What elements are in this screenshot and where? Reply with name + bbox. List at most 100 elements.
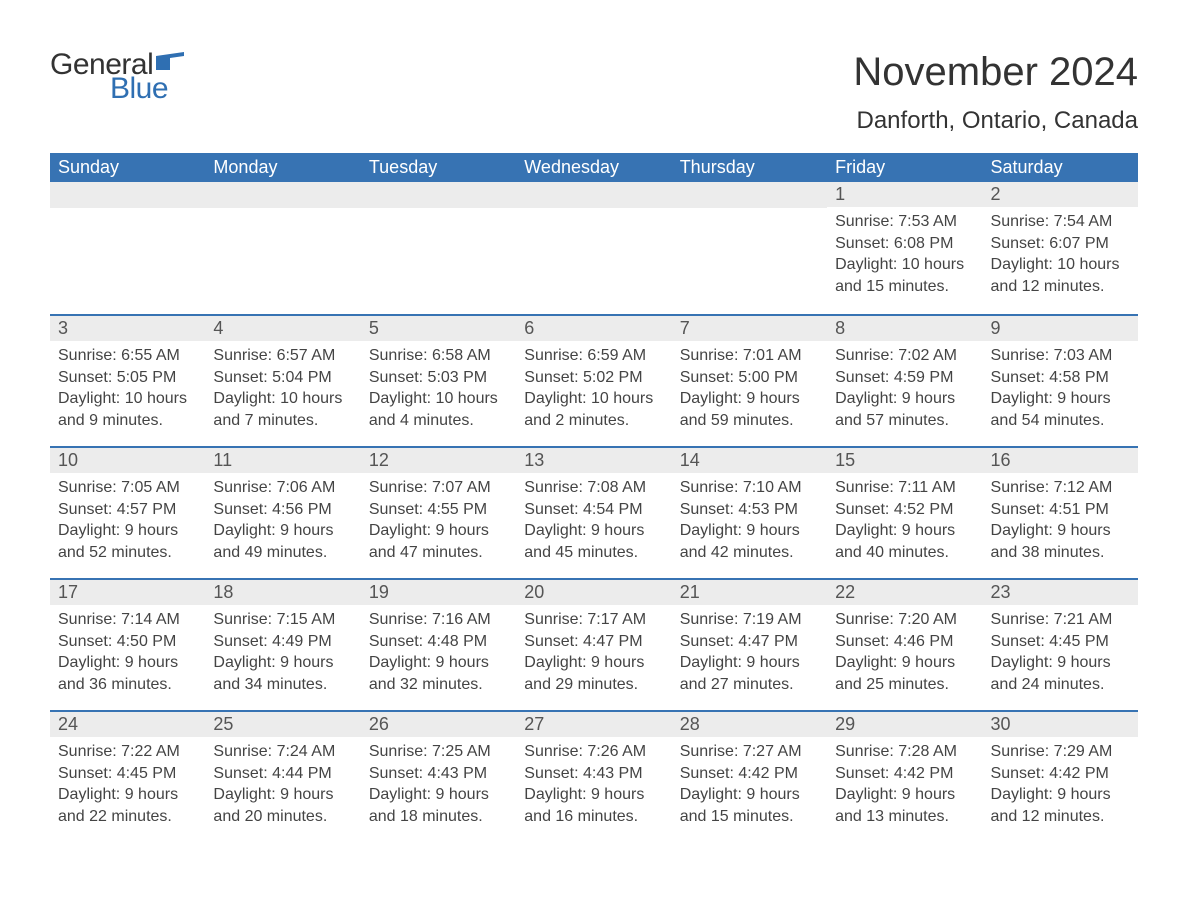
sunrise-text: Sunrise: 7:22 AM: [58, 741, 197, 763]
daylight-text: Daylight: 9 hours and 42 minutes.: [680, 520, 819, 563]
day-details: Sunrise: 6:55 AMSunset: 5:05 PMDaylight:…: [50, 341, 205, 431]
calendar-week-row: 10Sunrise: 7:05 AMSunset: 4:57 PMDayligh…: [50, 446, 1138, 578]
sunset-text: Sunset: 5:02 PM: [524, 367, 663, 389]
daylight-text: Daylight: 9 hours and 13 minutes.: [835, 784, 974, 827]
daylight-text: Daylight: 9 hours and 47 minutes.: [369, 520, 508, 563]
day-number: 29: [827, 710, 982, 737]
day-number: 12: [361, 446, 516, 473]
sunset-text: Sunset: 4:49 PM: [213, 631, 352, 653]
calendar-cell: 19Sunrise: 7:16 AMSunset: 4:48 PMDayligh…: [361, 578, 516, 710]
sunrise-text: Sunrise: 7:02 AM: [835, 345, 974, 367]
sunset-text: Sunset: 5:05 PM: [58, 367, 197, 389]
day-number: 11: [205, 446, 360, 473]
calendar-week-row: 17Sunrise: 7:14 AMSunset: 4:50 PMDayligh…: [50, 578, 1138, 710]
sunrise-text: Sunrise: 7:12 AM: [991, 477, 1130, 499]
day-details: Sunrise: 7:06 AMSunset: 4:56 PMDaylight:…: [205, 473, 360, 563]
calendar-cell: 5Sunrise: 6:58 AMSunset: 5:03 PMDaylight…: [361, 314, 516, 446]
sunset-text: Sunset: 4:42 PM: [835, 763, 974, 785]
day-number: 27: [516, 710, 671, 737]
daylight-text: Daylight: 9 hours and 29 minutes.: [524, 652, 663, 695]
day-details: Sunrise: 7:29 AMSunset: 4:42 PMDaylight:…: [983, 737, 1138, 827]
sunrise-text: Sunrise: 7:16 AM: [369, 609, 508, 631]
day-number: 13: [516, 446, 671, 473]
day-number: 4: [205, 314, 360, 341]
sunset-text: Sunset: 4:52 PM: [835, 499, 974, 521]
calendar-week-row: 3Sunrise: 6:55 AMSunset: 5:05 PMDaylight…: [50, 314, 1138, 446]
calendar-week-row: 24Sunrise: 7:22 AMSunset: 4:45 PMDayligh…: [50, 710, 1138, 842]
month-title: November 2024: [853, 50, 1138, 95]
day-number: 22: [827, 578, 982, 605]
day-details: Sunrise: 7:14 AMSunset: 4:50 PMDaylight:…: [50, 605, 205, 695]
calendar-cell: 1Sunrise: 7:53 AMSunset: 6:08 PMDaylight…: [827, 182, 982, 314]
sunset-text: Sunset: 5:04 PM: [213, 367, 352, 389]
day-details: Sunrise: 6:58 AMSunset: 5:03 PMDaylight:…: [361, 341, 516, 431]
calendar-cell: 13Sunrise: 7:08 AMSunset: 4:54 PMDayligh…: [516, 446, 671, 578]
day-number: 17: [50, 578, 205, 605]
calendar-cell: 18Sunrise: 7:15 AMSunset: 4:49 PMDayligh…: [205, 578, 360, 710]
sunrise-text: Sunrise: 7:15 AM: [213, 609, 352, 631]
day-number: 9: [983, 314, 1138, 341]
day-number: 6: [516, 314, 671, 341]
daylight-text: Daylight: 9 hours and 32 minutes.: [369, 652, 508, 695]
day-details: Sunrise: 7:21 AMSunset: 4:45 PMDaylight:…: [983, 605, 1138, 695]
sunrise-text: Sunrise: 7:28 AM: [835, 741, 974, 763]
sunset-text: Sunset: 4:43 PM: [369, 763, 508, 785]
sunrise-text: Sunrise: 7:21 AM: [991, 609, 1130, 631]
logo: General Blue: [50, 50, 184, 104]
empty-day: [50, 182, 205, 208]
weekday-header: Thursday: [672, 153, 827, 182]
sunset-text: Sunset: 4:50 PM: [58, 631, 197, 653]
day-details: Sunrise: 7:12 AMSunset: 4:51 PMDaylight:…: [983, 473, 1138, 563]
sunrise-text: Sunrise: 7:07 AM: [369, 477, 508, 499]
day-details: Sunrise: 7:16 AMSunset: 4:48 PMDaylight:…: [361, 605, 516, 695]
empty-day: [516, 182, 671, 208]
sunset-text: Sunset: 6:07 PM: [991, 233, 1130, 255]
daylight-text: Daylight: 10 hours and 7 minutes.: [213, 388, 352, 431]
day-details: Sunrise: 6:59 AMSunset: 5:02 PMDaylight:…: [516, 341, 671, 431]
day-number: 5: [361, 314, 516, 341]
sunrise-text: Sunrise: 6:59 AM: [524, 345, 663, 367]
sunrise-text: Sunrise: 7:25 AM: [369, 741, 508, 763]
day-number: 8: [827, 314, 982, 341]
sunset-text: Sunset: 4:54 PM: [524, 499, 663, 521]
calendar-cell: 6Sunrise: 6:59 AMSunset: 5:02 PMDaylight…: [516, 314, 671, 446]
day-number: 10: [50, 446, 205, 473]
sunrise-text: Sunrise: 7:54 AM: [991, 211, 1130, 233]
daylight-text: Daylight: 9 hours and 36 minutes.: [58, 652, 197, 695]
sunset-text: Sunset: 4:53 PM: [680, 499, 819, 521]
daylight-text: Daylight: 9 hours and 59 minutes.: [680, 388, 819, 431]
sunset-text: Sunset: 4:55 PM: [369, 499, 508, 521]
daylight-text: Daylight: 9 hours and 34 minutes.: [213, 652, 352, 695]
calendar-cell: 9Sunrise: 7:03 AMSunset: 4:58 PMDaylight…: [983, 314, 1138, 446]
calendar-cell: 15Sunrise: 7:11 AMSunset: 4:52 PMDayligh…: [827, 446, 982, 578]
daylight-text: Daylight: 9 hours and 49 minutes.: [213, 520, 352, 563]
calendar-cell: 7Sunrise: 7:01 AMSunset: 5:00 PMDaylight…: [672, 314, 827, 446]
weekday-header: Saturday: [983, 153, 1138, 182]
weekday-header-row: Sunday Monday Tuesday Wednesday Thursday…: [50, 153, 1138, 182]
day-details: Sunrise: 7:26 AMSunset: 4:43 PMDaylight:…: [516, 737, 671, 827]
sunrise-text: Sunrise: 7:17 AM: [524, 609, 663, 631]
daylight-text: Daylight: 9 hours and 24 minutes.: [991, 652, 1130, 695]
day-number: 28: [672, 710, 827, 737]
sunset-text: Sunset: 4:45 PM: [991, 631, 1130, 653]
sunrise-text: Sunrise: 6:57 AM: [213, 345, 352, 367]
sunset-text: Sunset: 4:58 PM: [991, 367, 1130, 389]
sunset-text: Sunset: 4:43 PM: [524, 763, 663, 785]
day-number: 20: [516, 578, 671, 605]
sunrise-text: Sunrise: 7:19 AM: [680, 609, 819, 631]
daylight-text: Daylight: 9 hours and 54 minutes.: [991, 388, 1130, 431]
calendar-table: Sunday Monday Tuesday Wednesday Thursday…: [50, 153, 1138, 842]
sunset-text: Sunset: 4:48 PM: [369, 631, 508, 653]
daylight-text: Daylight: 9 hours and 38 minutes.: [991, 520, 1130, 563]
calendar-cell: [516, 182, 671, 314]
calendar-cell: 25Sunrise: 7:24 AMSunset: 4:44 PMDayligh…: [205, 710, 360, 842]
calendar-cell: [205, 182, 360, 314]
day-details: Sunrise: 7:19 AMSunset: 4:47 PMDaylight:…: [672, 605, 827, 695]
sunset-text: Sunset: 6:08 PM: [835, 233, 974, 255]
day-details: Sunrise: 7:15 AMSunset: 4:49 PMDaylight:…: [205, 605, 360, 695]
day-details: Sunrise: 7:25 AMSunset: 4:43 PMDaylight:…: [361, 737, 516, 827]
daylight-text: Daylight: 9 hours and 57 minutes.: [835, 388, 974, 431]
day-number: 7: [672, 314, 827, 341]
daylight-text: Daylight: 9 hours and 12 minutes.: [991, 784, 1130, 827]
day-details: Sunrise: 7:01 AMSunset: 5:00 PMDaylight:…: [672, 341, 827, 431]
